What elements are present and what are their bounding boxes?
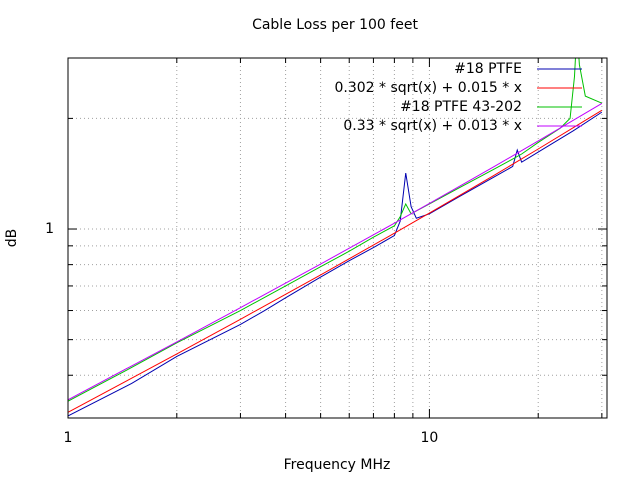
x-axis-label: Frequency MHz <box>284 457 391 473</box>
legend-label: 0.33 * sqrt(x) + 0.013 * x <box>343 118 522 134</box>
grid <box>67 58 607 418</box>
series-line <box>68 111 603 417</box>
y-axis-label: dB <box>4 229 20 248</box>
x-tick-label: 1 <box>64 430 73 446</box>
series-line <box>68 109 603 413</box>
x-tick-label: 10 <box>421 430 439 446</box>
legend-label: #18 PTFE 43-202 <box>400 99 522 115</box>
legend: #18 PTFE 0.302 * sqrt(x) + 0.015 * x #18 P… <box>334 61 582 134</box>
plot-border <box>67 57 608 419</box>
chart-title: Cable Loss per 100 feet <box>252 17 418 33</box>
legend-label: #18 PTFE <box>454 61 522 77</box>
series-line <box>68 102 603 401</box>
plot-lines <box>68 58 603 417</box>
legend-label: 0.302 * sqrt(x) + 0.015 * x <box>334 80 522 96</box>
y-tick-label: 1 <box>45 221 54 237</box>
